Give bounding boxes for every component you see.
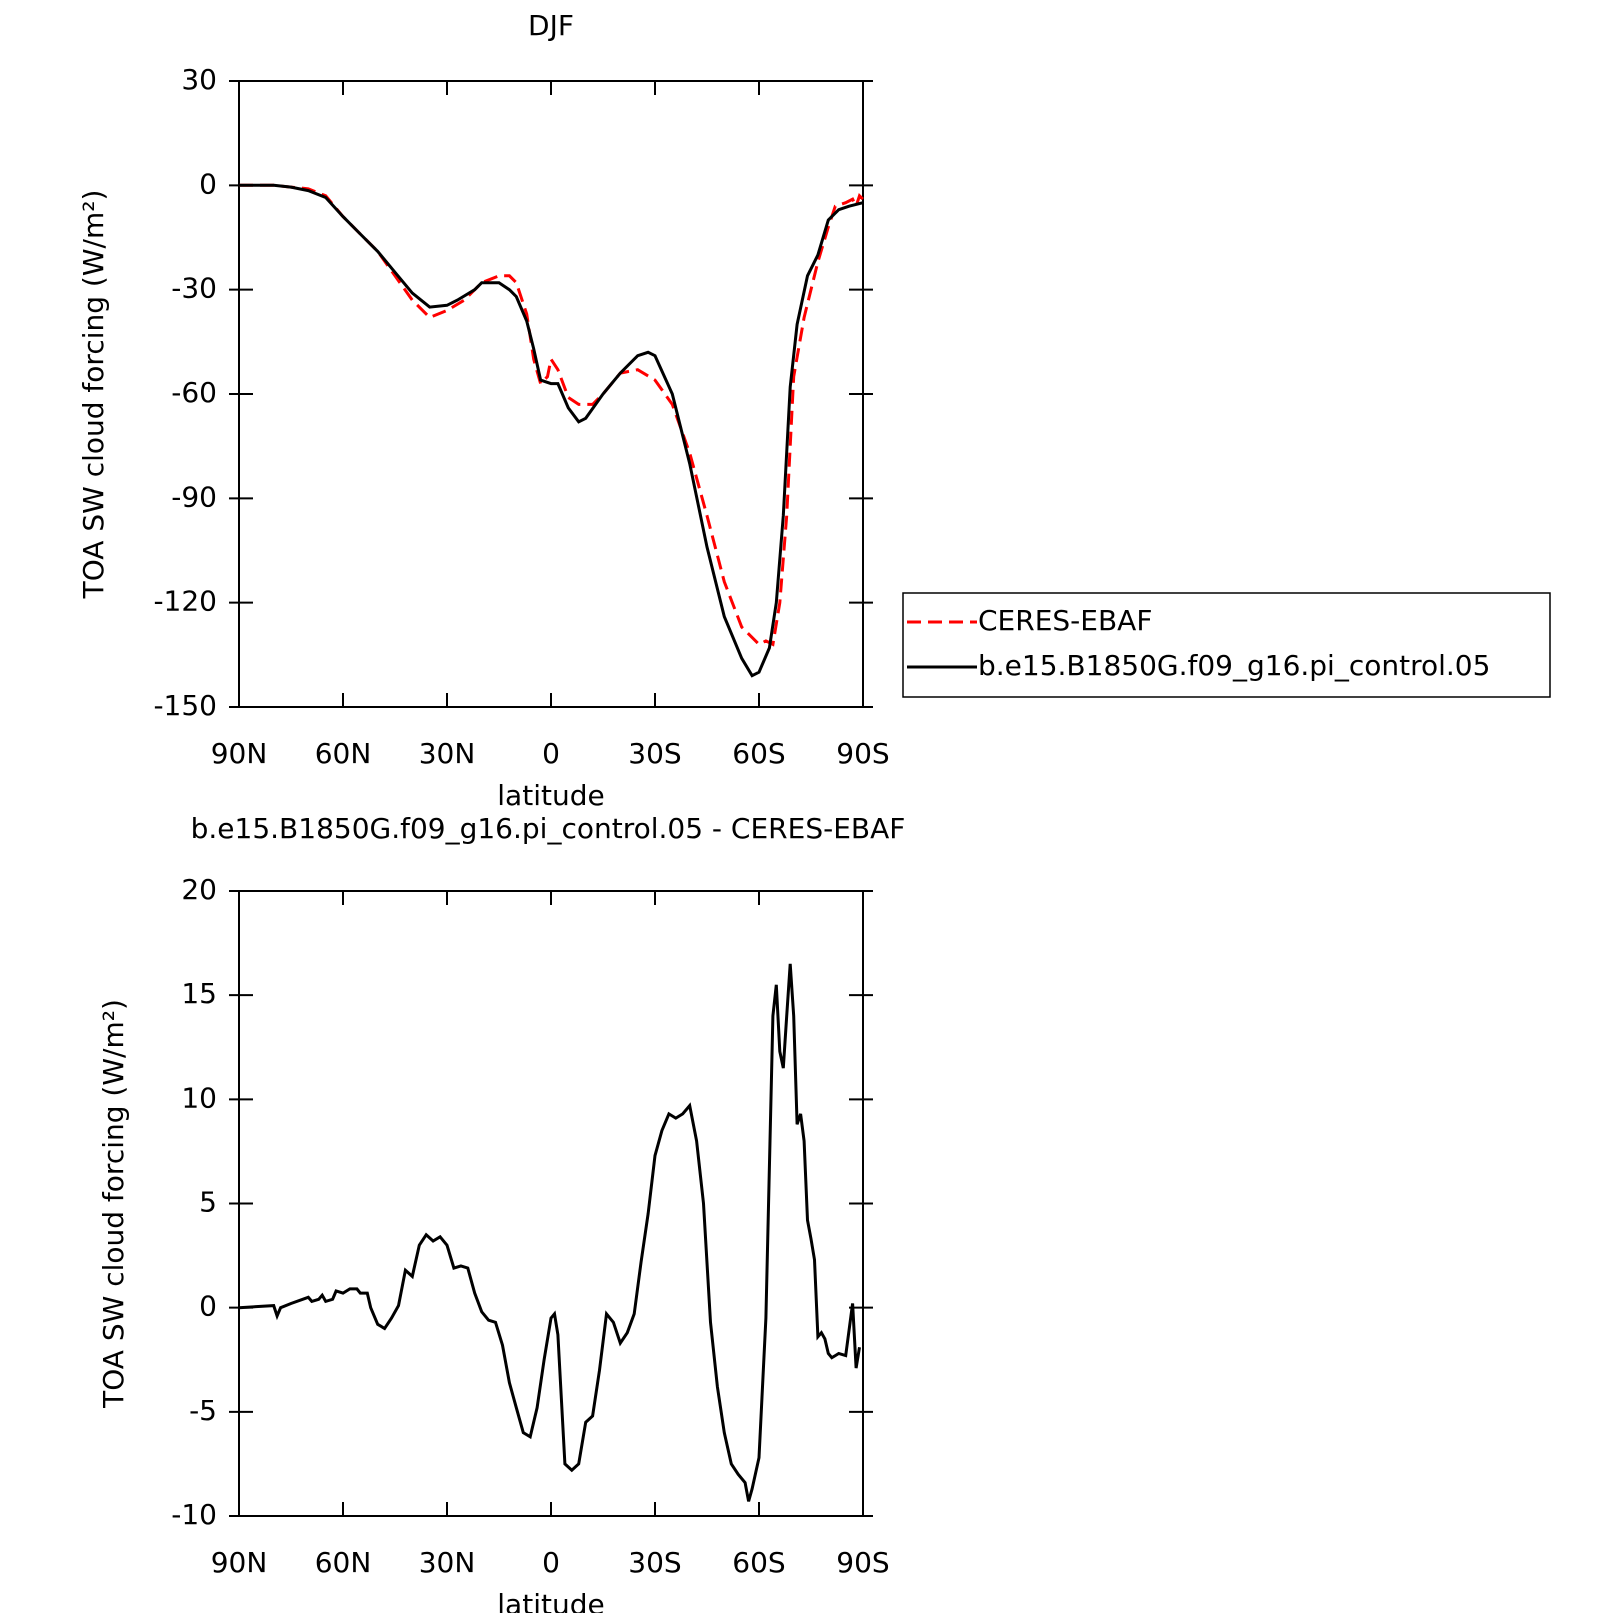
y-tick-label: -60 (171, 376, 217, 409)
x-tick-label: 60N (315, 1546, 372, 1579)
x-tick-label: 30N (419, 1546, 476, 1579)
y-tick-label: -10 (171, 1498, 217, 1531)
legend-box (902, 592, 1551, 698)
x-axis-label: latitude (497, 779, 604, 812)
y-axis-label: TOA SW cloud forcing (W/m²) (97, 999, 130, 1409)
x-tick-label: 90N (211, 1546, 268, 1579)
chart-title: DJF (528, 9, 574, 42)
legend-label: CERES-EBAF (978, 604, 1152, 637)
y-tick-label: -30 (171, 272, 217, 305)
legend-label: b.e15.B1850G.f09_g16.pi_control.05 (978, 649, 1490, 682)
x-tick-label: 90N (211, 737, 268, 770)
y-tick-label: 20 (181, 873, 217, 906)
y-tick-label: 10 (181, 1081, 217, 1114)
x-tick-label: 60S (732, 1546, 785, 1579)
y-tick-label: -90 (171, 480, 217, 513)
y-axis-label: TOA SW cloud forcing (W/m²) (77, 190, 110, 600)
y-tick-label: -5 (189, 1394, 217, 1427)
data-line (238, 963, 861, 1502)
y-tick-label: 0 (199, 167, 217, 200)
data-line (239, 183, 865, 647)
x-tick-label: 90S (836, 1546, 889, 1579)
x-tick-label: 30S (628, 1546, 681, 1579)
x-tick-label: 0 (542, 1546, 560, 1579)
y-tick-label: -120 (153, 585, 217, 618)
y-tick-label: 5 (199, 1186, 217, 1219)
x-tick-label: 60S (732, 737, 785, 770)
x-axis-label: latitude (497, 1588, 604, 1613)
x-tick-label: 90S (836, 737, 889, 770)
y-tick-label: -150 (153, 689, 217, 722)
x-tick-label: 0 (542, 737, 560, 770)
plot-frame (238, 890, 864, 1517)
chart-title: b.e15.B1850G.f09_g16.pi_control.05 - CER… (191, 812, 906, 845)
x-tick-label: 60N (315, 737, 372, 770)
data-line (239, 183, 864, 678)
x-tick-label: 30S (628, 737, 681, 770)
plot-frame (238, 80, 864, 708)
y-tick-label: 0 (199, 1290, 217, 1323)
x-tick-label: 30N (419, 737, 476, 770)
y-tick-label: 30 (181, 63, 217, 96)
y-tick-label: 15 (181, 977, 217, 1010)
